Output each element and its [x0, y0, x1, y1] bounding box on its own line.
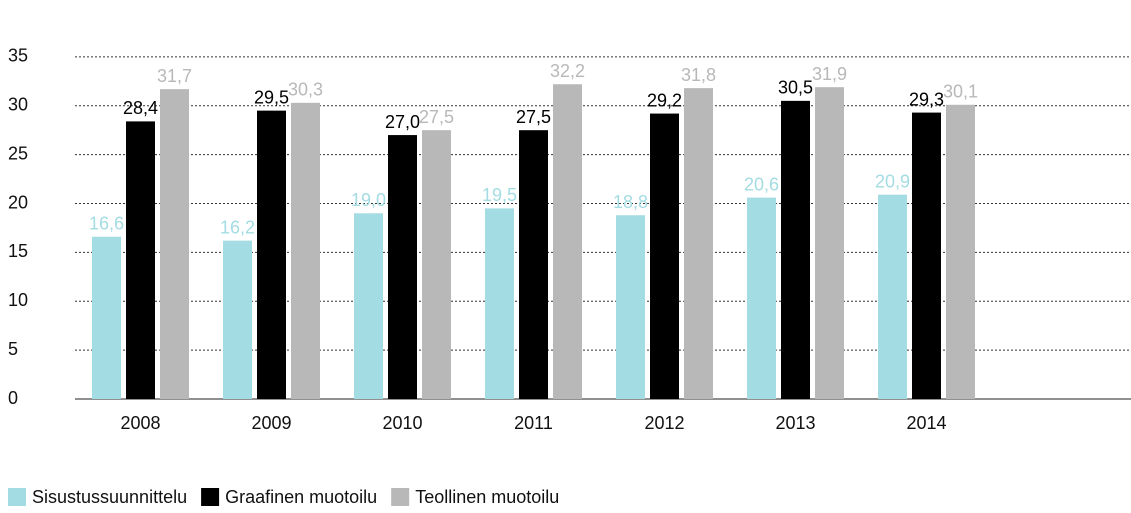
y-tick-label: 10 [8, 290, 28, 310]
value-label: 30,3 [288, 80, 323, 100]
x-tick-label: 2012 [644, 413, 684, 433]
y-tick-label: 35 [8, 46, 28, 66]
value-label: 20,9 [875, 171, 910, 191]
legend-label: Sisustussuunnittelu [32, 487, 187, 507]
bar [781, 100, 810, 400]
value-label: 16,6 [89, 213, 124, 233]
bar [354, 213, 383, 399]
bar [616, 215, 645, 399]
bar [160, 89, 189, 399]
value-label: 16,2 [220, 217, 255, 237]
value-label: 30,1 [943, 82, 978, 102]
bar [126, 121, 155, 399]
bar [388, 135, 417, 399]
value-label: 29,3 [909, 89, 944, 109]
value-label: 20,6 [744, 174, 779, 194]
y-tick-label: 0 [8, 388, 18, 408]
bar [553, 84, 582, 400]
bar [912, 112, 941, 399]
y-tick-label: 30 [8, 95, 28, 115]
legend-swatch [391, 488, 410, 506]
value-label: 31,8 [681, 65, 716, 85]
bar [747, 197, 776, 399]
value-label: 29,2 [647, 90, 682, 110]
value-label: 19,0 [351, 190, 386, 210]
bar [422, 130, 451, 399]
legend-swatch [201, 488, 220, 506]
y-tick-label: 25 [8, 143, 28, 163]
x-tick-label: 2008 [120, 413, 160, 433]
bar [878, 194, 907, 399]
value-label: 29,5 [254, 87, 289, 107]
bar [257, 110, 286, 399]
bar [485, 208, 514, 399]
bar [223, 240, 252, 399]
value-label: 30,5 [778, 78, 813, 98]
x-tick-label: 2014 [906, 413, 946, 433]
bar [291, 102, 320, 399]
value-label: 31,9 [812, 64, 847, 84]
value-label: 27,0 [385, 112, 420, 132]
bar [946, 104, 975, 400]
value-label: 31,7 [157, 66, 192, 86]
x-tick-label: 2013 [775, 413, 815, 433]
legend-label: Graafinen muotoilu [225, 487, 377, 507]
value-label: 19,5 [482, 185, 517, 205]
x-tick-label: 2009 [251, 413, 291, 433]
legend-label: Teollinen muotoilu [415, 487, 559, 507]
bar [650, 113, 679, 399]
value-label: 27,5 [419, 107, 454, 127]
x-tick-label: 2011 [514, 413, 553, 433]
y-tick-label: 5 [8, 339, 18, 359]
bar [92, 236, 121, 399]
value-label: 27,5 [516, 107, 551, 127]
y-tick-label: 20 [8, 192, 28, 212]
bar [684, 88, 713, 399]
value-label: 32,2 [550, 61, 585, 81]
x-tick-label: 2010 [382, 413, 422, 433]
bar [519, 130, 548, 399]
legend-swatch [8, 488, 26, 506]
bar [815, 87, 844, 400]
value-label: 18,8 [613, 192, 648, 212]
value-label: 28,4 [123, 98, 158, 118]
y-tick-label: 15 [8, 241, 28, 261]
